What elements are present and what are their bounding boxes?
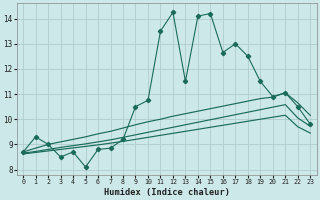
X-axis label: Humidex (Indice chaleur): Humidex (Indice chaleur)	[104, 188, 230, 197]
